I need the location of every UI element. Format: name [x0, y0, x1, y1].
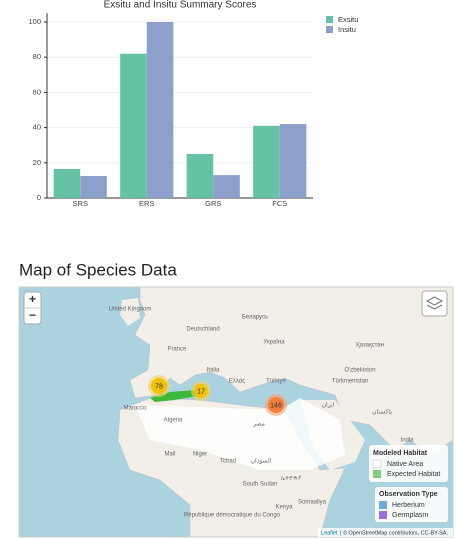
bar: [146, 22, 174, 198]
place-label: ኢትዮጵያ: [281, 476, 302, 482]
place-label: Türkiye: [266, 379, 286, 385]
bar: [186, 154, 214, 198]
map-border: [18, 286, 454, 538]
x-tick-label: SRS: [73, 199, 88, 208]
bar: [213, 175, 240, 198]
place-label: Україна: [263, 340, 285, 346]
y-tick-label: 40: [33, 123, 41, 132]
map: United Kingdom Deutschland Беларусь France У…: [19, 287, 453, 537]
land: [129, 287, 453, 456]
place-label: Niger: [193, 452, 207, 458]
y-tick-label: 20: [33, 158, 41, 167]
place-label: السودان: [251, 458, 272, 465]
legend-swatch: [379, 501, 387, 509]
place-label: France: [168, 347, 187, 353]
place-label: République démocratique du Congo: [184, 513, 281, 519]
legend-label: Herberium: [392, 502, 425, 509]
place-label: Türkmenistan: [332, 379, 368, 385]
place-label: India: [400, 438, 414, 444]
x-tick-label: ERS: [139, 199, 154, 208]
place-label: Mali: [164, 452, 175, 458]
place-label: Somaaliya: [298, 500, 327, 506]
legend-box: [369, 445, 448, 482]
place-label: مصر: [252, 422, 265, 428]
place-label: پاکستان: [372, 409, 392, 416]
y-tick-label: 80: [33, 52, 41, 61]
x-tick-label: GRS: [205, 199, 221, 208]
cluster[interactable]: [268, 397, 284, 413]
zoom-in[interactable]: +: [29, 292, 36, 306]
place-label: Marocco: [123, 406, 147, 412]
y-tick-label: 60: [33, 87, 41, 96]
bar: [120, 53, 147, 199]
legend-title: Observation Type: [379, 491, 438, 498]
legend-swatch: [373, 470, 381, 478]
place-label: Algeria: [164, 418, 183, 424]
layers-icon: [425, 296, 444, 310]
cluster-count: 17: [197, 388, 205, 395]
native-area: [135, 398, 345, 470]
place-label: Tchad: [220, 459, 236, 465]
legend-label: Insitu: [338, 25, 356, 34]
place-label: Deutschland: [186, 327, 219, 333]
chart-title: Exsitu and Insitu Summary Scores: [104, 0, 257, 11]
zoom-out[interactable]: −: [29, 308, 36, 322]
bar: [53, 168, 81, 198]
place-label: Ελλάς: [229, 378, 245, 385]
legend-box: [375, 487, 448, 522]
bar: [253, 125, 280, 198]
land: [120, 298, 140, 326]
cluster[interactable]: [194, 384, 208, 398]
place-label: United Kingdom: [109, 307, 152, 313]
place-label: South Sudan: [243, 482, 278, 488]
legend-title: Modeled Habitat: [373, 450, 428, 457]
legend-label: Expected Habitat: [387, 471, 440, 478]
cluster-count: 146: [270, 402, 282, 409]
attribution-link[interactable]: Leaflet: [321, 530, 338, 536]
place-label: ایران: [322, 402, 335, 409]
place-label: Беларусь: [242, 315, 268, 321]
place-label: Қазақстан: [356, 343, 384, 349]
attribution: | © OpenStreetMap contributors, CC-BY-SA…: [340, 529, 448, 536]
place-label: Kenya: [275, 505, 293, 511]
x-tick-label: FCS: [272, 199, 287, 208]
place-label: O'zbekiston: [344, 368, 375, 374]
legend-label: Native Area: [387, 461, 423, 468]
legend-label: Germplasm: [392, 512, 428, 519]
expected-habitat: [150, 390, 198, 402]
legend-label: Exsitu: [338, 15, 358, 24]
layers-control[interactable]: [421, 290, 448, 317]
place-label: Italia: [207, 368, 220, 374]
y-tick-label: 0: [37, 193, 41, 202]
map-title: Map of Species Data: [19, 260, 177, 279]
bar: [80, 176, 107, 198]
bar: [279, 124, 307, 198]
cluster-count: 78: [155, 383, 163, 390]
attribution-box: [318, 528, 453, 537]
legend-swatch: [326, 16, 333, 23]
y-tick-label: 100: [28, 17, 41, 26]
legend-swatch: [326, 26, 333, 33]
legend-swatch: [379, 511, 387, 519]
cluster[interactable]: [151, 378, 167, 394]
legend-swatch: [372, 459, 382, 469]
